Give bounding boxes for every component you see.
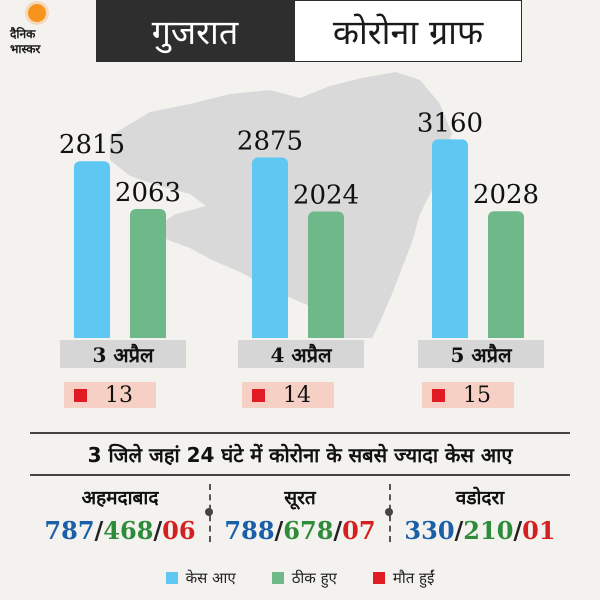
data-label: 2815 (59, 130, 125, 160)
legend-label: मौत हुईं (392, 569, 435, 587)
legend-label: ठीक हुए (291, 569, 337, 587)
district-cases: 787 (44, 516, 95, 545)
legend-item: मौत हुईं (372, 568, 435, 588)
district-deaths: 07 (342, 516, 376, 545)
district-recovered: 210 (463, 516, 514, 545)
divider-dot (205, 508, 213, 516)
district-values: 787/468/06 (44, 516, 196, 545)
deaths-value: 15 (463, 382, 491, 408)
legend-label: केस आए (185, 569, 236, 587)
data-label: 2875 (237, 126, 303, 156)
district-deaths: 06 (162, 516, 196, 545)
legend-swatch (271, 572, 284, 584)
legend-swatch (165, 572, 178, 584)
deaths-value: 13 (105, 382, 133, 408)
bar-chart: 2815 2063 2875 2024 3160 2028 (59, 72, 539, 338)
divider (30, 474, 570, 476)
bar-recovered (130, 209, 166, 338)
category-label: 5 अप्रैल (418, 340, 544, 368)
state-name: गुजरात (96, 0, 294, 62)
district-recovered: 678 (283, 516, 334, 545)
district-cases: 330 (404, 516, 455, 545)
district-cases: 788 (224, 516, 275, 545)
district-name: अहमदाबाद (81, 487, 159, 509)
district-card: वडोदरा 330/210/01 (390, 484, 570, 545)
category-label: 3 अप्रैल (60, 340, 186, 368)
logo-text-line2: भास्कर (10, 42, 41, 56)
death-marker-icon (74, 388, 87, 402)
death-marker-icon (432, 388, 445, 402)
bar-cases (432, 139, 468, 338)
logo-text-line1: दैनिक (10, 27, 36, 41)
deaths-badge: 15 (422, 382, 514, 408)
data-label: 2028 (473, 180, 539, 210)
divider-dot (385, 508, 393, 516)
district-card: अहमदाबाद 787/468/06 (30, 484, 210, 545)
logo: दैनिक भास्कर (6, 4, 68, 60)
legend: केस आए ठीक हुए मौत हुईं (0, 566, 600, 590)
district-card: सूरत 788/678/07 (210, 484, 390, 545)
district-recovered: 468 (103, 516, 154, 545)
chart-title: कोरोना ग्राफ (294, 0, 522, 62)
district-values: 330/210/01 (404, 516, 556, 545)
district-values: 788/678/07 (224, 516, 376, 545)
district-deaths: 01 (522, 516, 556, 545)
bar-recovered (308, 211, 344, 338)
sun-icon (28, 4, 46, 22)
bar-recovered (488, 211, 524, 338)
data-label: 2063 (115, 178, 181, 208)
legend-item: ठीक हुए (271, 568, 337, 588)
death-marker-icon (252, 388, 265, 402)
deaths-value: 14 (283, 382, 311, 408)
bar-cases (74, 161, 110, 338)
data-label: 3160 (417, 108, 483, 138)
district-name: सूरत (284, 487, 316, 509)
header: दैनिक भास्कर गुजरात कोरोना ग्राफ (0, 0, 600, 64)
legend-item: केस आए (165, 568, 236, 588)
legend-swatch (372, 572, 385, 584)
category-label: 4 अप्रैल (238, 340, 364, 368)
deaths-badge: 13 (64, 382, 156, 408)
bar-cases (252, 157, 288, 338)
divider (30, 432, 570, 434)
districts-title: 3 जिले जहां 24 घंटे में कोरोना के सबसे ज… (87, 442, 513, 467)
deaths-badge: 14 (242, 382, 334, 408)
district-name: वडोदरा (455, 487, 505, 509)
data-label: 2024 (293, 180, 359, 210)
